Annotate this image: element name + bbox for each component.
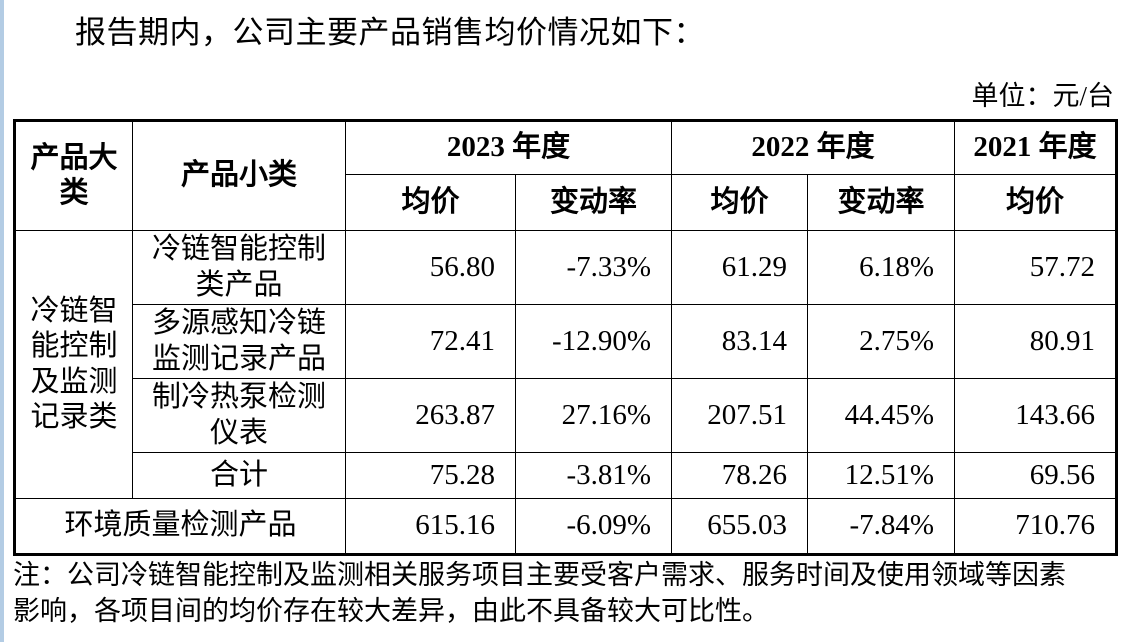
avg-2022-cell: 207.51	[671, 378, 809, 453]
avg-2023-cell: 56.80	[345, 230, 516, 305]
table-row: 冷链智能控制及监测记录类 冷链智能控制类产品 56.80 -7.33% 61.2…	[14, 230, 1118, 499]
chg-2022-cell: 2.75%	[807, 304, 956, 379]
footnote: 注：公司冷链智能控制及监测相关服务项目主要受客户需求、服务时间及使用领域等因素影…	[13, 558, 1117, 629]
subcategory-cell: 制冷热泵检测仪表	[132, 378, 346, 453]
chg-2022-cell: 12.51%	[807, 452, 956, 499]
header-row-years: 产品大类 产品小类 2023 年度 2022 年度 2021 年度	[14, 120, 1118, 231]
chg-2023-cell: -7.33%	[514, 230, 673, 305]
header-avg-2021: 均价	[954, 174, 1118, 231]
avg-2023-cell: 263.87	[345, 378, 516, 453]
avg-2022-cell: 78.26	[671, 452, 809, 499]
chg-2023-cell: -12.90%	[514, 304, 673, 379]
header-product-subcategory: 产品小类	[132, 120, 346, 231]
avg-2022-cell: 83.14	[671, 304, 809, 379]
unit-label: 单位：元/台	[971, 81, 1114, 111]
footnote-line-1: 注：公司冷链智能控制及监测相关服务项目主要受客户需求、服务时间及使用领域等因素	[13, 560, 1066, 590]
avg-2021-cell: 143.66	[954, 378, 1118, 453]
avg-2021-cell: 80.91	[954, 304, 1118, 379]
table-row-subtotal: 合计 75.28 -3.81% 78.26 12.51% 69.56	[15, 452, 1118, 499]
env-product-name-cell: 环境质量检测产品	[14, 498, 346, 555]
subtotal-label-cell: 合计	[132, 452, 346, 499]
chg-2023-cell: 27.16%	[514, 378, 673, 453]
category-group-label: 冷链智能控制及监测记录类	[30, 294, 118, 433]
header-product-category-label: 产品大类	[30, 141, 118, 209]
header-avg-2023: 均价	[345, 174, 516, 231]
table-row: 多源感知冷链监测记录产品 72.41 -12.90% 83.14 2.75% 8…	[15, 304, 1118, 379]
chg-2023-cell: -3.81%	[514, 452, 673, 499]
subcategory-cell: 多源感知冷链监测记录产品	[132, 304, 346, 379]
header-avg-2022: 均价	[671, 174, 809, 231]
avg-2022-cell: 61.29	[671, 230, 809, 305]
header-chg-2023: 变动率	[514, 174, 673, 231]
avg-2023-cell: 75.28	[345, 452, 516, 499]
chg-2022-cell: 6.18%	[807, 230, 956, 305]
chg-2022-cell: 44.45%	[807, 378, 956, 453]
footnote-line-2: 影响，各项目间的均价存在较大差异，由此不具备较大可比性。	[13, 595, 769, 626]
intro-text: 报告期内，公司主要产品销售均价情况如下：	[75, 15, 705, 50]
avg-2022-cell: 655.03	[671, 498, 809, 555]
table-row-env-products: 环境质量检测产品 615.16 -6.09% 655.03 -7.84% 710…	[14, 498, 1118, 555]
avg-2023-cell: 72.41	[345, 304, 516, 379]
subcategory-cell: 冷链智能控制类产品	[132, 230, 346, 305]
price-table: 产品大类 产品小类 2023 年度 2022 年度 2021 年度 均价 变动率…	[13, 119, 1119, 556]
header-year-2022: 2022 年度	[671, 120, 956, 175]
chg-2023-cell: -6.09%	[514, 498, 673, 555]
avg-2023-cell: 615.16	[345, 498, 516, 555]
avg-2021-cell: 710.76	[954, 498, 1118, 555]
chg-2022-cell: -7.84%	[807, 498, 956, 555]
header-year-2023: 2023 年度	[344, 120, 673, 175]
header-chg-2022: 变动率	[807, 174, 956, 231]
category-group-cell: 冷链智能控制及监测记录类	[14, 230, 133, 499]
avg-2021-cell: 69.56	[954, 452, 1118, 499]
avg-2021-cell: 57.72	[954, 230, 1118, 305]
header-year-2021: 2021 年度	[954, 120, 1118, 175]
left-margin-strip	[0, 0, 4, 642]
header-product-category: 产品大类	[14, 120, 133, 231]
table-row: 制冷热泵检测仪表 263.87 27.16% 207.51 44.45% 143…	[15, 378, 1118, 453]
